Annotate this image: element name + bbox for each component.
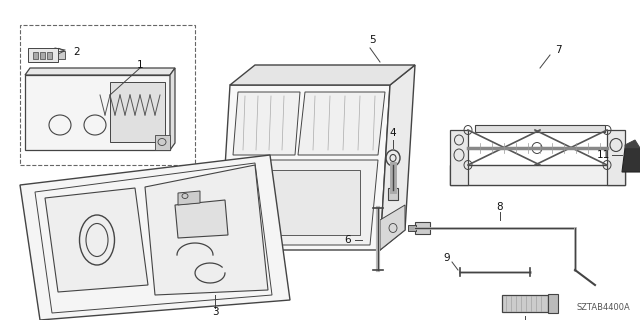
Text: 4: 4 bbox=[390, 128, 396, 138]
Polygon shape bbox=[450, 165, 625, 185]
Polygon shape bbox=[380, 205, 405, 250]
Text: 7: 7 bbox=[555, 45, 561, 55]
Polygon shape bbox=[58, 51, 65, 59]
Polygon shape bbox=[20, 155, 290, 320]
Polygon shape bbox=[220, 85, 390, 250]
Bar bbox=[250, 170, 360, 235]
Text: SZTAB4400A: SZTAB4400A bbox=[576, 303, 630, 312]
Polygon shape bbox=[548, 294, 558, 313]
Text: 3: 3 bbox=[212, 307, 218, 317]
Polygon shape bbox=[28, 48, 58, 62]
Polygon shape bbox=[388, 188, 398, 200]
Text: 1: 1 bbox=[137, 60, 143, 70]
Polygon shape bbox=[475, 125, 605, 132]
Polygon shape bbox=[45, 188, 148, 292]
Text: 6: 6 bbox=[345, 235, 351, 245]
Polygon shape bbox=[415, 222, 430, 234]
Polygon shape bbox=[408, 225, 416, 231]
Bar bbox=[20, 25, 195, 165]
Polygon shape bbox=[625, 140, 640, 148]
Text: 9: 9 bbox=[444, 253, 451, 263]
Polygon shape bbox=[25, 75, 170, 150]
Polygon shape bbox=[622, 148, 640, 172]
Polygon shape bbox=[225, 160, 378, 245]
Polygon shape bbox=[233, 92, 300, 155]
Polygon shape bbox=[175, 200, 228, 238]
Polygon shape bbox=[145, 165, 268, 295]
Polygon shape bbox=[450, 130, 468, 185]
Text: 2: 2 bbox=[74, 47, 80, 57]
Polygon shape bbox=[25, 68, 175, 75]
Text: 11: 11 bbox=[596, 150, 610, 160]
Text: 12: 12 bbox=[0, 319, 1, 320]
Polygon shape bbox=[502, 295, 548, 312]
Bar bbox=[40, 52, 45, 59]
Text: 8: 8 bbox=[497, 202, 503, 212]
Polygon shape bbox=[298, 92, 385, 155]
Text: 5: 5 bbox=[370, 35, 376, 45]
Polygon shape bbox=[380, 65, 415, 250]
Polygon shape bbox=[607, 130, 625, 185]
Bar bbox=[47, 52, 52, 59]
Polygon shape bbox=[155, 135, 170, 150]
Polygon shape bbox=[170, 68, 175, 150]
Bar bbox=[33, 52, 38, 59]
Text: 10: 10 bbox=[0, 319, 1, 320]
Bar bbox=[110, 82, 165, 142]
Polygon shape bbox=[230, 65, 415, 85]
Polygon shape bbox=[178, 191, 200, 205]
